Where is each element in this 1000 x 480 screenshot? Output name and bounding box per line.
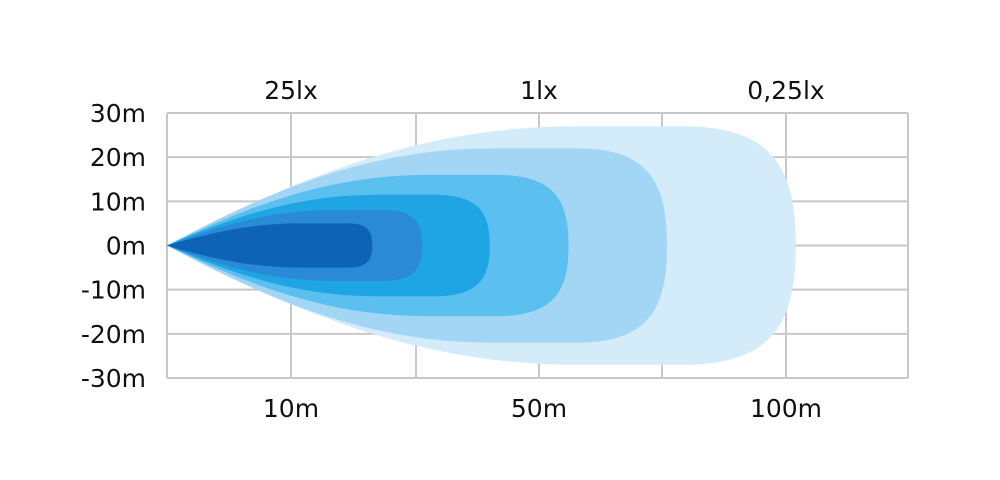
y-tick-label: -10m xyxy=(81,276,146,305)
beam-contours xyxy=(167,126,796,365)
x-axis-ticks: 10m 50m 100m xyxy=(263,394,822,423)
y-axis-ticks: 30m 20m 10m 0m -10m -20m -30m xyxy=(81,99,146,393)
y-tick-label: 10m xyxy=(90,187,146,216)
beam-contour xyxy=(167,223,373,268)
y-tick-label: 0m xyxy=(106,232,146,261)
y-tick-label: -30m xyxy=(81,364,146,393)
y-tick-label: 30m xyxy=(90,99,146,128)
lux-labels: 25lx 1lx 0,25lx xyxy=(264,76,824,105)
x-tick-label: 100m xyxy=(750,394,822,423)
x-tick-label: 50m xyxy=(511,394,567,423)
x-tick-label: 10m xyxy=(263,394,319,423)
lux-label: 1lx xyxy=(520,76,558,105)
lux-label: 25lx xyxy=(264,76,318,105)
lux-label: 0,25lx xyxy=(747,76,824,105)
y-tick-label: -20m xyxy=(81,320,146,349)
y-tick-label: 20m xyxy=(90,143,146,172)
